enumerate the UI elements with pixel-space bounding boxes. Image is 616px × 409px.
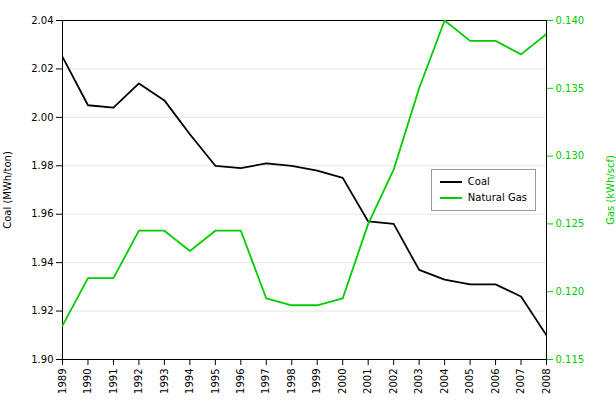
svg-text:1995: 1995 (210, 369, 221, 394)
svg-text:2006: 2006 (490, 369, 501, 394)
svg-text:2007: 2007 (515, 369, 526, 394)
svg-text:1992: 1992 (133, 369, 144, 394)
svg-text:1.96: 1.96 (31, 208, 53, 219)
svg-text:2008: 2008 (541, 369, 552, 394)
svg-text:2.04: 2.04 (31, 15, 53, 26)
svg-text:0.115: 0.115 (556, 354, 585, 365)
svg-text:2001: 2001 (362, 369, 373, 394)
svg-text:Coal (MWh/ton): Coal (MWh/ton) (2, 151, 13, 229)
svg-text:2005: 2005 (464, 369, 475, 394)
svg-text:1.92: 1.92 (31, 305, 53, 316)
svg-text:1998: 1998 (286, 369, 297, 394)
svg-text:2004: 2004 (439, 369, 450, 394)
html-text:Coal: Coal (467, 175, 490, 187)
svg-text:0.135: 0.135 (556, 83, 585, 94)
svg-text:2.00: 2.00 (31, 112, 53, 123)
svg-text:1993: 1993 (159, 369, 170, 394)
svg-text:1989: 1989 (57, 369, 68, 394)
svg-text:1996: 1996 (235, 369, 246, 394)
svg-text:2002: 2002 (388, 369, 399, 394)
svg-text:1.90: 1.90 (31, 354, 53, 365)
svg-text:1999: 1999 (311, 369, 322, 394)
svg-text:2003: 2003 (413, 369, 424, 394)
svg-text:2.02: 2.02 (31, 63, 53, 74)
svg-text:0.130: 0.130 (556, 150, 585, 161)
svg-text:0.125: 0.125 (556, 218, 585, 229)
html-text:Natural Gas: Natural Gas (467, 191, 527, 203)
svg-text:1994: 1994 (184, 369, 195, 394)
svg-text:0.120: 0.120 (556, 286, 585, 297)
svg-text:1997: 1997 (260, 369, 271, 394)
svg-text:Gas (kWh/scf): Gas (kWh/scf) (605, 155, 616, 225)
svg-text:1.98: 1.98 (31, 160, 53, 171)
svg-text:2000: 2000 (337, 369, 348, 394)
svg-text:0.140: 0.140 (556, 15, 585, 26)
svg-text:1990: 1990 (82, 369, 93, 394)
svg-text:1991: 1991 (108, 369, 119, 394)
svg-text:1.94: 1.94 (31, 257, 53, 268)
